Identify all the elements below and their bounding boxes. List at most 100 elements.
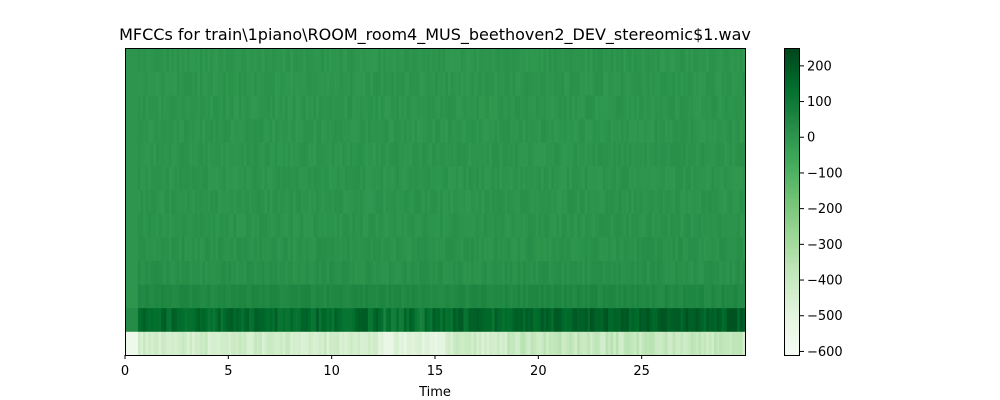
- heatmap-cell: [621, 189, 624, 214]
- heatmap-cell: [241, 142, 245, 167]
- heatmap-cell: [662, 284, 666, 309]
- heatmap-cell: [610, 284, 614, 309]
- heatmap-cell: [207, 118, 211, 143]
- heatmap-cell: [672, 71, 676, 96]
- heatmap-cell: [473, 48, 477, 73]
- heatmap-cell: [422, 48, 426, 73]
- heatmap-cell: [285, 236, 289, 261]
- heatmap-cell: [313, 118, 317, 143]
- heatmap-cell: [218, 236, 221, 261]
- heatmap-cell: [512, 142, 516, 167]
- heatmap-cell: [145, 118, 149, 143]
- heatmap-cell: [197, 48, 201, 73]
- heatmap-cell: [249, 166, 252, 191]
- heatmap-cell: [478, 236, 482, 261]
- heatmap-cell: [432, 284, 436, 309]
- heatmap-cell: [339, 48, 343, 73]
- heatmap-cell: [608, 48, 612, 73]
- heatmap-cell: [342, 213, 345, 238]
- heatmap-cell: [724, 307, 728, 332]
- heatmap-cell: [517, 331, 521, 356]
- heatmap-cell: [716, 48, 720, 73]
- heatmap-cell: [311, 71, 314, 96]
- heatmap-cell: [184, 260, 188, 285]
- heatmap-cell: [298, 213, 302, 238]
- heatmap-cell: [238, 307, 242, 332]
- heatmap-cell: [404, 166, 407, 191]
- heatmap-cell: [667, 236, 671, 261]
- heatmap-cell: [225, 95, 229, 120]
- heatmap-cell: [734, 331, 738, 356]
- heatmap-cell: [303, 48, 307, 73]
- heatmap-cell: [370, 307, 374, 332]
- heatmap-cell: [721, 71, 725, 96]
- heatmap-cell: [595, 142, 599, 167]
- heatmap-cell: [375, 95, 379, 120]
- heatmap-cell: [476, 189, 480, 214]
- heatmap-cell: [158, 71, 162, 96]
- heatmap-cell: [269, 48, 273, 73]
- heatmap-cell: [693, 118, 697, 143]
- heatmap-cell: [491, 189, 495, 214]
- heatmap-cell: [406, 166, 410, 191]
- heatmap-cell: [161, 284, 165, 309]
- heatmap-cell: [321, 331, 325, 356]
- heatmap-cell: [683, 189, 686, 214]
- heatmap-cell: [543, 142, 547, 167]
- heatmap-cell: [202, 307, 206, 332]
- heatmap-cell: [649, 95, 653, 120]
- heatmap-cell: [685, 166, 689, 191]
- heatmap-cell: [272, 118, 276, 143]
- heatmap-cell: [478, 166, 482, 191]
- heatmap-cell: [683, 331, 686, 356]
- heatmap-cell: [489, 95, 493, 120]
- heatmap-cell: [125, 213, 128, 238]
- heatmap-cell: [595, 213, 599, 238]
- heatmap-cell: [703, 48, 707, 73]
- heatmap-cell: [419, 213, 423, 238]
- heatmap-cell: [303, 213, 307, 238]
- heatmap-cell: [556, 142, 560, 167]
- heatmap-cell: [540, 71, 544, 96]
- heatmap-cell: [295, 95, 299, 120]
- heatmap-cell: [440, 142, 444, 167]
- heatmap-cell: [636, 48, 640, 73]
- heatmap-cell: [300, 118, 304, 143]
- heatmap-cell: [326, 71, 330, 96]
- heatmap-cell: [605, 48, 609, 73]
- heatmap-cell: [584, 142, 588, 167]
- heatmap-cell: [602, 331, 606, 356]
- heatmap-cell: [236, 331, 240, 356]
- heatmap-cell: [189, 260, 193, 285]
- heatmap-cell: [667, 48, 671, 73]
- heatmap-cell: [249, 189, 252, 214]
- heatmap-cell: [145, 236, 149, 261]
- heatmap-cell: [737, 236, 741, 261]
- heatmap-cell: [429, 95, 433, 120]
- heatmap-cell: [615, 331, 619, 356]
- heatmap-cell: [308, 213, 312, 238]
- heatmap-cell: [406, 71, 410, 96]
- heatmap-cell: [530, 236, 534, 261]
- heatmap-cell: [339, 95, 343, 120]
- heatmap-cell: [688, 142, 692, 167]
- heatmap-cell: [644, 284, 648, 309]
- heatmap-cell: [205, 166, 209, 191]
- heatmap-cell: [429, 331, 433, 356]
- heatmap-cell: [323, 284, 327, 309]
- heatmap-cell: [677, 284, 681, 309]
- heatmap-cell: [230, 260, 234, 285]
- heatmap-cell: [367, 48, 371, 73]
- heatmap-cell: [427, 118, 431, 143]
- heatmap-cell: [225, 307, 229, 332]
- heatmap-cell: [628, 284, 632, 309]
- heatmap-cell: [574, 284, 578, 309]
- heatmap-cell: [543, 189, 547, 214]
- heatmap-cell: [429, 142, 433, 167]
- heatmap-cell: [137, 213, 141, 238]
- heatmap-cell: [453, 260, 457, 285]
- heatmap-cell: [344, 331, 348, 356]
- heatmap-cell: [150, 71, 154, 96]
- x-axis: 0 5 10 15 20 25: [121, 355, 650, 379]
- heatmap-cell: [220, 284, 224, 309]
